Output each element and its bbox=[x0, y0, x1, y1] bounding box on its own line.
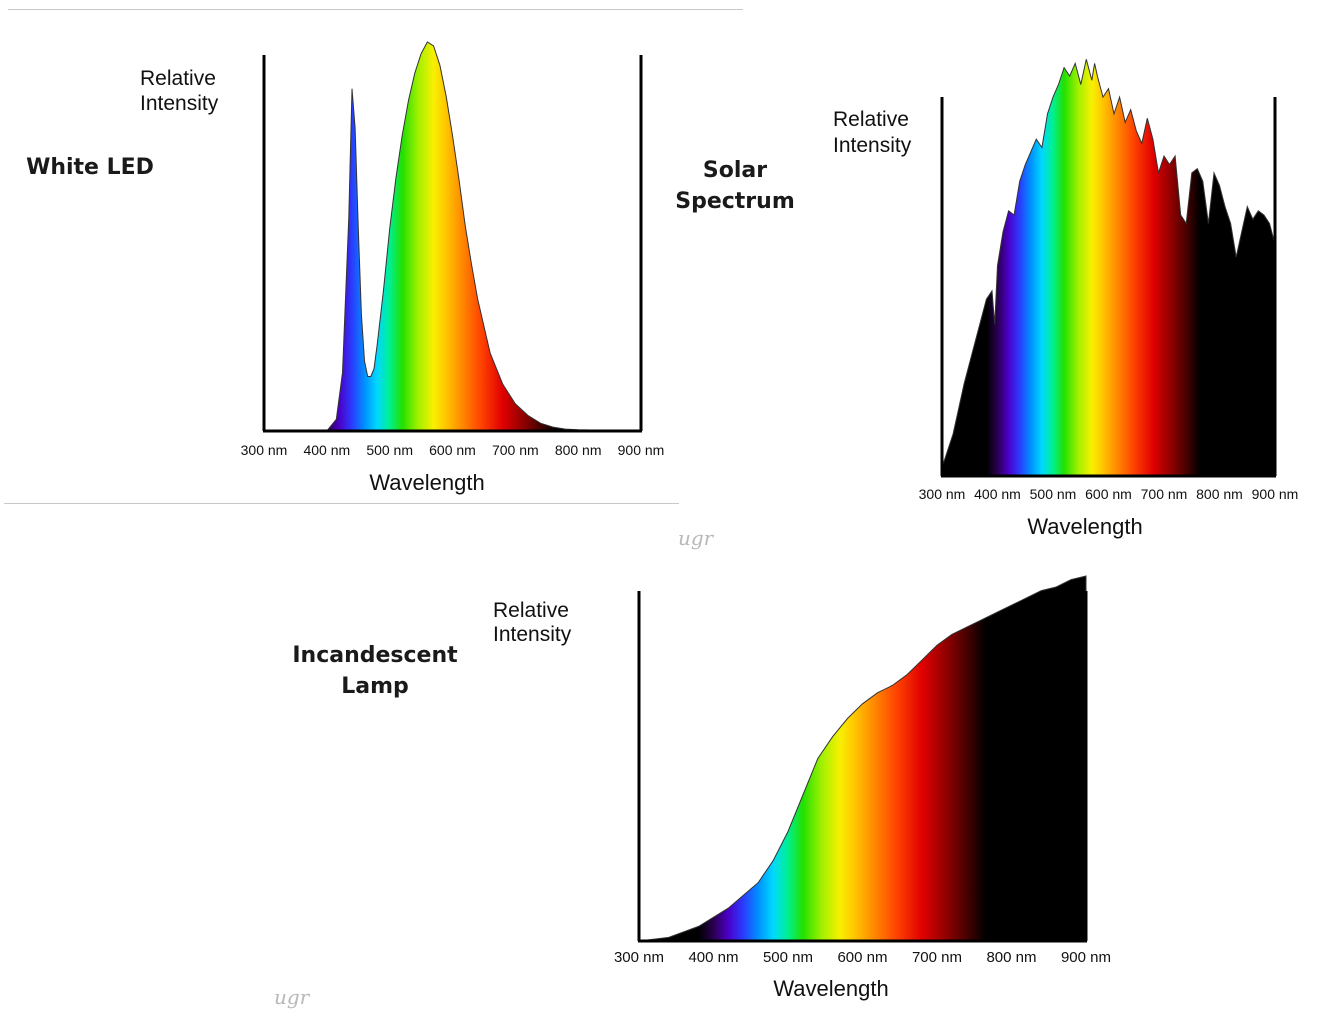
middle-divider bbox=[4, 503, 679, 504]
lamp-chart-title: Incandescent Lamp bbox=[270, 640, 480, 702]
lamp-chart: 300 nm 400 nm 500 nm 600 nm 700 nm 800 nm 900 … bbox=[493, 575, 1111, 1001]
led-y-axis-label: Intensity bbox=[140, 92, 219, 115]
lamp-tick-label: 900 nm bbox=[1061, 949, 1111, 966]
lamp-tick-label: 500 nm bbox=[763, 949, 813, 966]
led-x-axis-title: Wavelength bbox=[369, 470, 484, 495]
lamp-y-axis-label: Intensity bbox=[493, 623, 572, 646]
led-tick-label: 800 nm bbox=[555, 442, 602, 458]
lamp-tick-label: 800 nm bbox=[986, 949, 1036, 966]
top-divider bbox=[8, 9, 743, 10]
solar-y-axis-label: Intensity bbox=[833, 134, 912, 157]
solar-y-axis-label: Relative bbox=[833, 108, 909, 131]
solar-tick-label: 900 nm bbox=[1252, 486, 1299, 502]
lamp-tick-label: 600 nm bbox=[837, 949, 887, 966]
lamp-y-axis-label: Relative bbox=[493, 599, 569, 622]
led-chart-title: White LED bbox=[26, 155, 154, 180]
solar-chart: 300 nm 400 nm 500 nm 600 nm 700 nm 800 nm 900 … bbox=[833, 59, 1298, 539]
solar-title-text: Solar Spectrum bbox=[675, 158, 795, 214]
solar-tick-label: 400 nm bbox=[974, 486, 1021, 502]
lamp-spectrum-area bbox=[638, 575, 1087, 942]
lamp-tick-label: 400 nm bbox=[688, 949, 738, 966]
solar-x-axis-title: Wavelength bbox=[1027, 514, 1142, 539]
led-y-axis-label: Relative bbox=[140, 67, 216, 90]
lamp-title-text: Incandescent Lamp bbox=[292, 643, 458, 699]
led-tick-label: 600 nm bbox=[429, 442, 476, 458]
led-spectrum-area bbox=[264, 41, 642, 432]
solar-tick-label: 300 nm bbox=[919, 486, 966, 502]
led-chart: 300 nm 400 nm 500 nm 600 nm 700 nm 800 nm 900 … bbox=[140, 41, 665, 495]
solar-tick-label: 600 nm bbox=[1085, 486, 1132, 502]
watermark-top: ugr bbox=[678, 526, 714, 550]
lamp-x-axis-title: Wavelength bbox=[773, 976, 888, 1001]
led-tick-label: 300 nm bbox=[241, 442, 288, 458]
solar-tick-label: 700 nm bbox=[1141, 486, 1188, 502]
lamp-tick-label: 300 nm bbox=[614, 949, 664, 966]
lamp-tick-label: 700 nm bbox=[912, 949, 962, 966]
solar-tick-label: 500 nm bbox=[1030, 486, 1077, 502]
solar-spectrum-area bbox=[941, 59, 1276, 477]
solar-chart-title: Solar Spectrum bbox=[665, 155, 805, 217]
solar-tick-label: 800 nm bbox=[1196, 486, 1243, 502]
led-tick-label: 700 nm bbox=[492, 442, 539, 458]
led-tick-label: 400 nm bbox=[303, 442, 350, 458]
led-tick-label: 900 nm bbox=[618, 442, 665, 458]
watermark-bottom: ugr bbox=[274, 985, 310, 1009]
led-tick-label: 500 nm bbox=[366, 442, 413, 458]
